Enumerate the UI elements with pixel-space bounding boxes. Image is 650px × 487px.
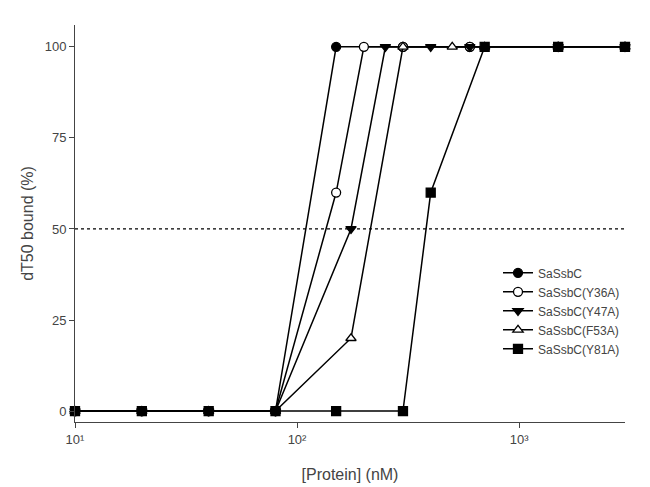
svg-text:75: 75 (52, 130, 66, 145)
svg-text:[Protein] (nM): [Protein] (nM) (302, 466, 399, 483)
svg-text:0: 0 (59, 404, 66, 419)
svg-text:100: 100 (45, 39, 67, 54)
svg-text:25: 25 (52, 313, 66, 328)
svg-text:SaSsbC(F53A): SaSsbC(F53A) (538, 324, 619, 338)
svg-text:50: 50 (52, 222, 66, 237)
svg-text:SaSsbC: SaSsbC (538, 267, 582, 281)
svg-text:10³: 10³ (510, 432, 529, 447)
svg-text:10²: 10² (288, 432, 307, 447)
svg-text:dT50 bound (%): dT50 bound (%) (19, 166, 36, 281)
svg-text:SaSsbC(Y81A): SaSsbC(Y81A) (538, 343, 619, 357)
svg-text:10¹: 10¹ (66, 432, 85, 447)
svg-text:SaSsbC(Y47A): SaSsbC(Y47A) (538, 305, 619, 319)
svg-text:SaSsbC(Y36A): SaSsbC(Y36A) (538, 286, 619, 300)
